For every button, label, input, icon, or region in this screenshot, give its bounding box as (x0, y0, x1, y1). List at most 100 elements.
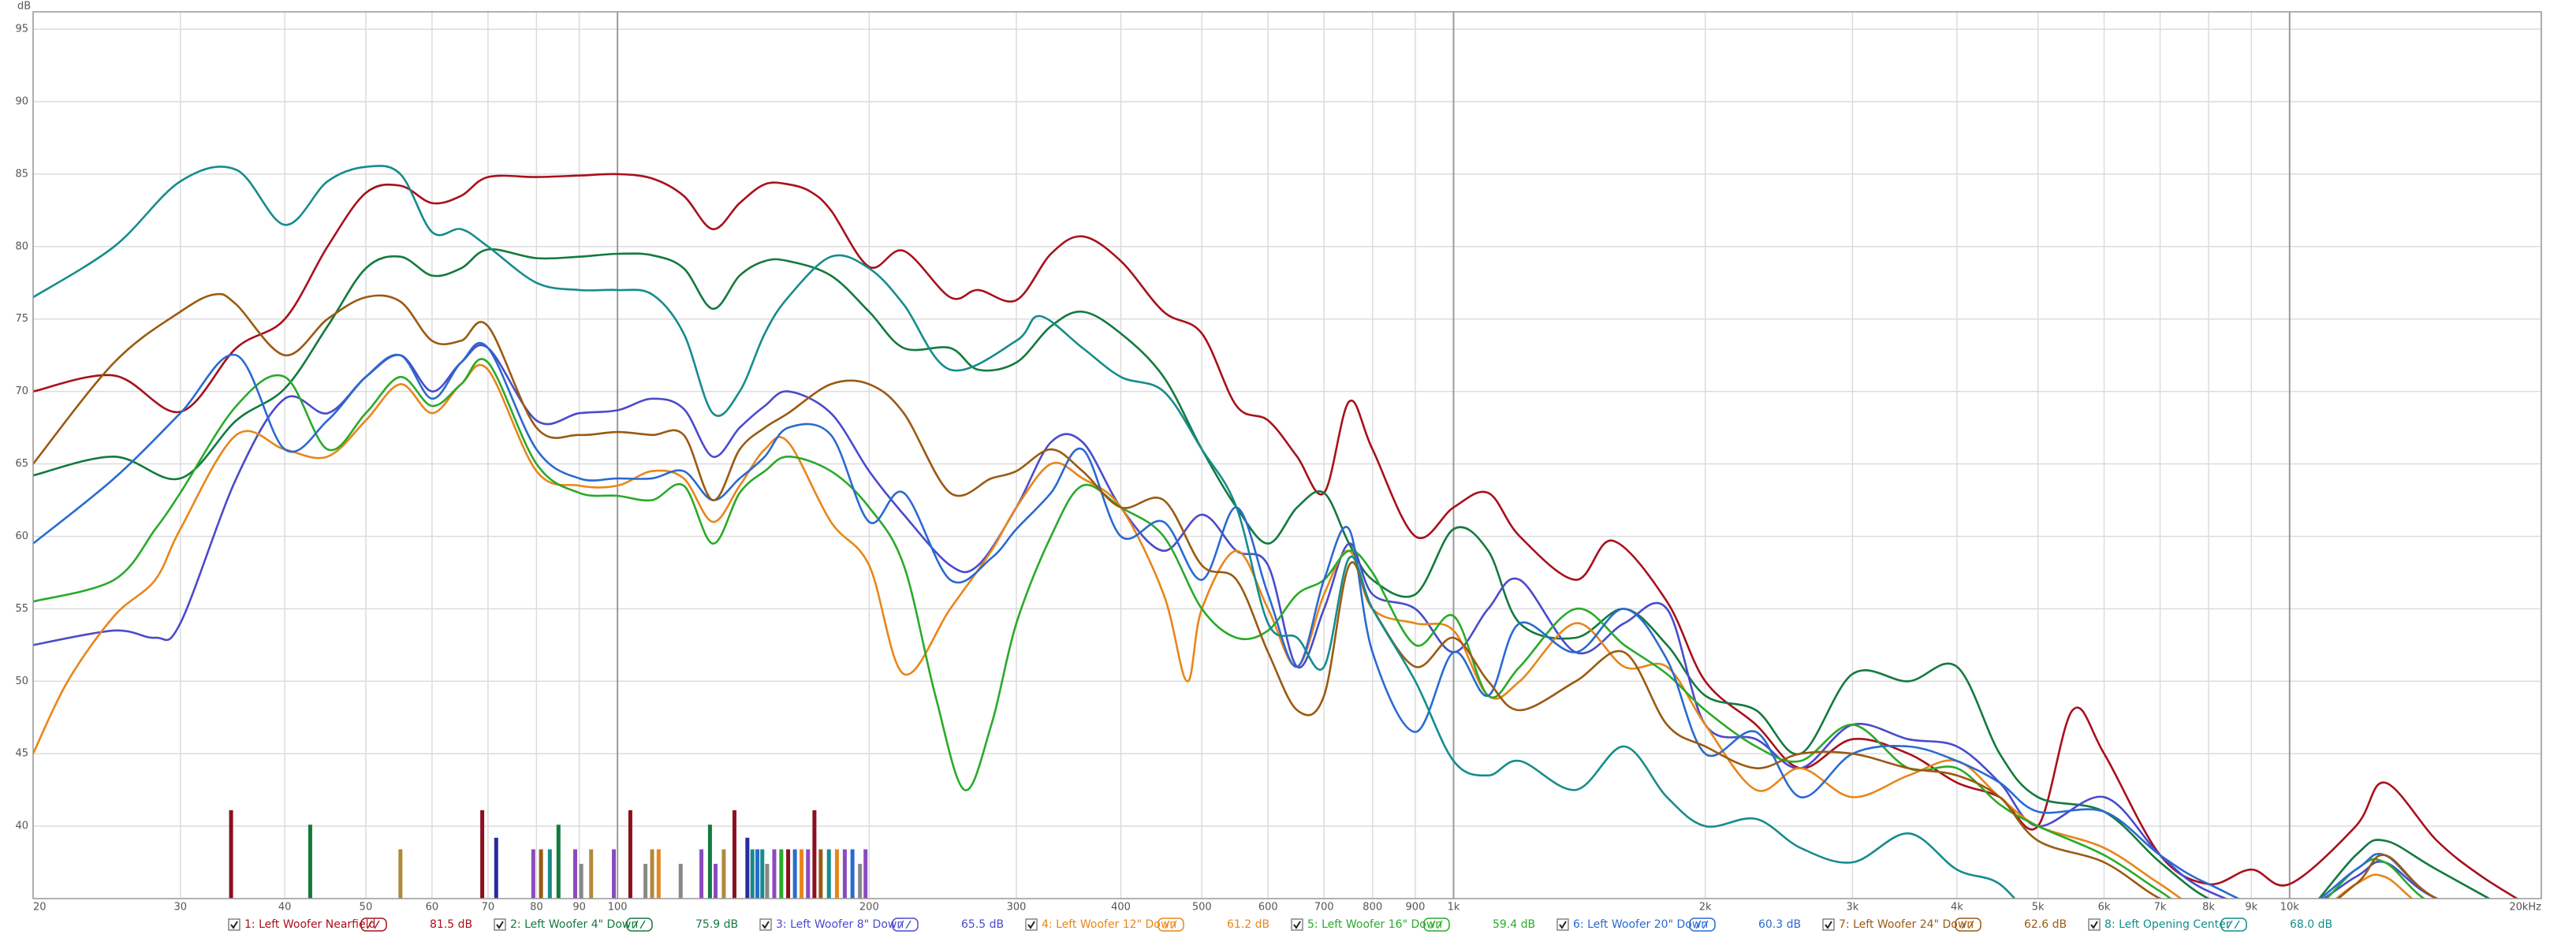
peak-marker (678, 863, 683, 899)
legend-label: 2: Left Woofer 4" Down (510, 918, 638, 931)
legend-label: 3: Left Woofer 8" Down (776, 918, 904, 931)
peak-marker (826, 849, 831, 899)
x-tick-label: 90 (572, 902, 586, 914)
legend-smoothing-glyph (632, 920, 646, 929)
peak-marker (308, 824, 312, 899)
peak-marker (707, 824, 712, 899)
legend-smoothing-icon[interactable] (1955, 918, 1981, 932)
legend-checkbox[interactable] (494, 918, 506, 931)
peak-marker (713, 863, 718, 899)
legend-check (762, 921, 770, 929)
legend-checkbox[interactable] (2088, 918, 2101, 931)
legend-item: 5: Left Woofer 16" Down 59.4 dB (1291, 918, 1535, 932)
x-tick-label: 500 (1192, 902, 1212, 914)
peak-marker (628, 810, 632, 899)
y-tick-label: 90 (15, 95, 28, 107)
legend-smoothing-icon[interactable] (1423, 918, 1450, 932)
peak-marker (765, 863, 770, 899)
legend-label: 4: Left Woofer 12" Down (1042, 918, 1176, 931)
x-tick-label: 30 (173, 902, 187, 914)
legend-smoothing-icon[interactable] (1158, 918, 1184, 932)
peak-marker (750, 849, 755, 899)
peak-marker (579, 863, 583, 899)
legend-smoothing-icon[interactable] (892, 918, 919, 932)
legend-level: 65.5 dB (961, 918, 1004, 931)
legend-smoothing-icon[interactable] (1689, 918, 1716, 932)
peak-marker (772, 849, 777, 899)
peak-marker (699, 849, 704, 899)
peak-marker (398, 849, 403, 899)
x-tick-label: 4k (1951, 902, 1963, 914)
legend-checkbox[interactable] (759, 918, 772, 931)
series-line (33, 341, 2440, 899)
legend-item: 2: Left Woofer 4" Down 75.9 dB (494, 918, 738, 932)
legend-checkbox[interactable] (1822, 918, 1835, 931)
x-tick-label: 7k (2154, 902, 2167, 914)
legend-checkbox[interactable] (1291, 918, 1303, 931)
peak-marker (812, 810, 817, 899)
legend-checkbox[interactable] (228, 918, 240, 931)
x-tick-label: 80 (530, 902, 543, 914)
peak-marker (494, 837, 498, 899)
peak-marker (760, 849, 765, 899)
legend-check (496, 921, 504, 929)
legend-smoothing-icon[interactable] (2220, 918, 2247, 932)
legend-check (230, 921, 238, 929)
peak-marker (858, 863, 863, 899)
legend-label: 6: Left Woofer 20" Down (1573, 918, 1708, 931)
legend-level: 60.3 dB (1758, 918, 1801, 931)
legend-level: 75.9 dB (695, 918, 738, 931)
legend-level: 59.4 dB (1493, 918, 1535, 931)
y-tick-label: 85 (15, 168, 28, 180)
series-line (33, 248, 2492, 899)
legend-item: 8: Left Opening Center 68.0 dB (2088, 918, 2332, 932)
legend-smoothing-icon[interactable] (626, 918, 653, 932)
peak-marker (539, 849, 543, 899)
peak-marker (842, 849, 847, 899)
y-axis-label: dB (17, 1, 31, 13)
x-tick-label: 600 (1258, 902, 1278, 914)
legend-smoothing-glyph (1164, 920, 1177, 929)
legend-checkbox[interactable] (1025, 918, 1038, 931)
legend-level: 62.6 dB (2024, 918, 2067, 931)
legend-item: 3: Left Woofer 8" Down 65.5 dB (759, 918, 1004, 932)
peak-marker (806, 849, 811, 899)
legend-label: 7: Left Woofer 24" Down (1839, 918, 1974, 931)
peak-marker (732, 810, 736, 899)
legend-item: 6: Left Woofer 20" Down 60.3 dB (1556, 918, 1801, 932)
y-tick-label: 95 (15, 24, 28, 35)
y-tick-label: 70 (15, 385, 28, 397)
x-tick-label: 40 (278, 902, 292, 914)
legend-smoothing-glyph (1430, 920, 1443, 929)
y-tick-label: 80 (15, 240, 28, 252)
legend-smoothing-glyph (367, 920, 380, 929)
x-tick-label: 9k (2245, 902, 2257, 914)
legend-check (1027, 921, 1035, 929)
legend-item: 4: Left Woofer 12" Down 61.2 dB (1025, 918, 1269, 932)
peak-marker (643, 863, 648, 899)
x-tick-label: 100 (608, 902, 628, 914)
legend-checkbox[interactable] (1556, 918, 1569, 931)
x-tick-label: 8k (2202, 902, 2215, 914)
y-tick-label: 60 (15, 530, 28, 542)
x-tick-label: 20 (33, 902, 47, 914)
plot-border (32, 11, 2542, 899)
peak-marker (556, 824, 561, 899)
legend-smoothing-glyph (1695, 920, 1709, 929)
peak-marker (589, 849, 594, 899)
peak-marker (792, 849, 797, 899)
legend-level: 68.0 dB (2290, 918, 2332, 931)
legend-smoothing-icon[interactable] (360, 918, 387, 932)
legend-level: 81.5 dB (430, 918, 472, 931)
series-line (33, 165, 2016, 899)
peak-marker (745, 837, 750, 899)
series-line (33, 173, 2519, 899)
peak-marker (531, 849, 535, 899)
x-tick-label: 10k (2280, 902, 2300, 914)
x-tick-label: 5k (2032, 902, 2045, 914)
peak-marker (779, 849, 784, 899)
legend-item: 1: Left Woofer Nearfield 81.5 dB (228, 918, 472, 932)
legend-level: 61.2 dB (1227, 918, 1269, 931)
series-line (33, 292, 2440, 899)
